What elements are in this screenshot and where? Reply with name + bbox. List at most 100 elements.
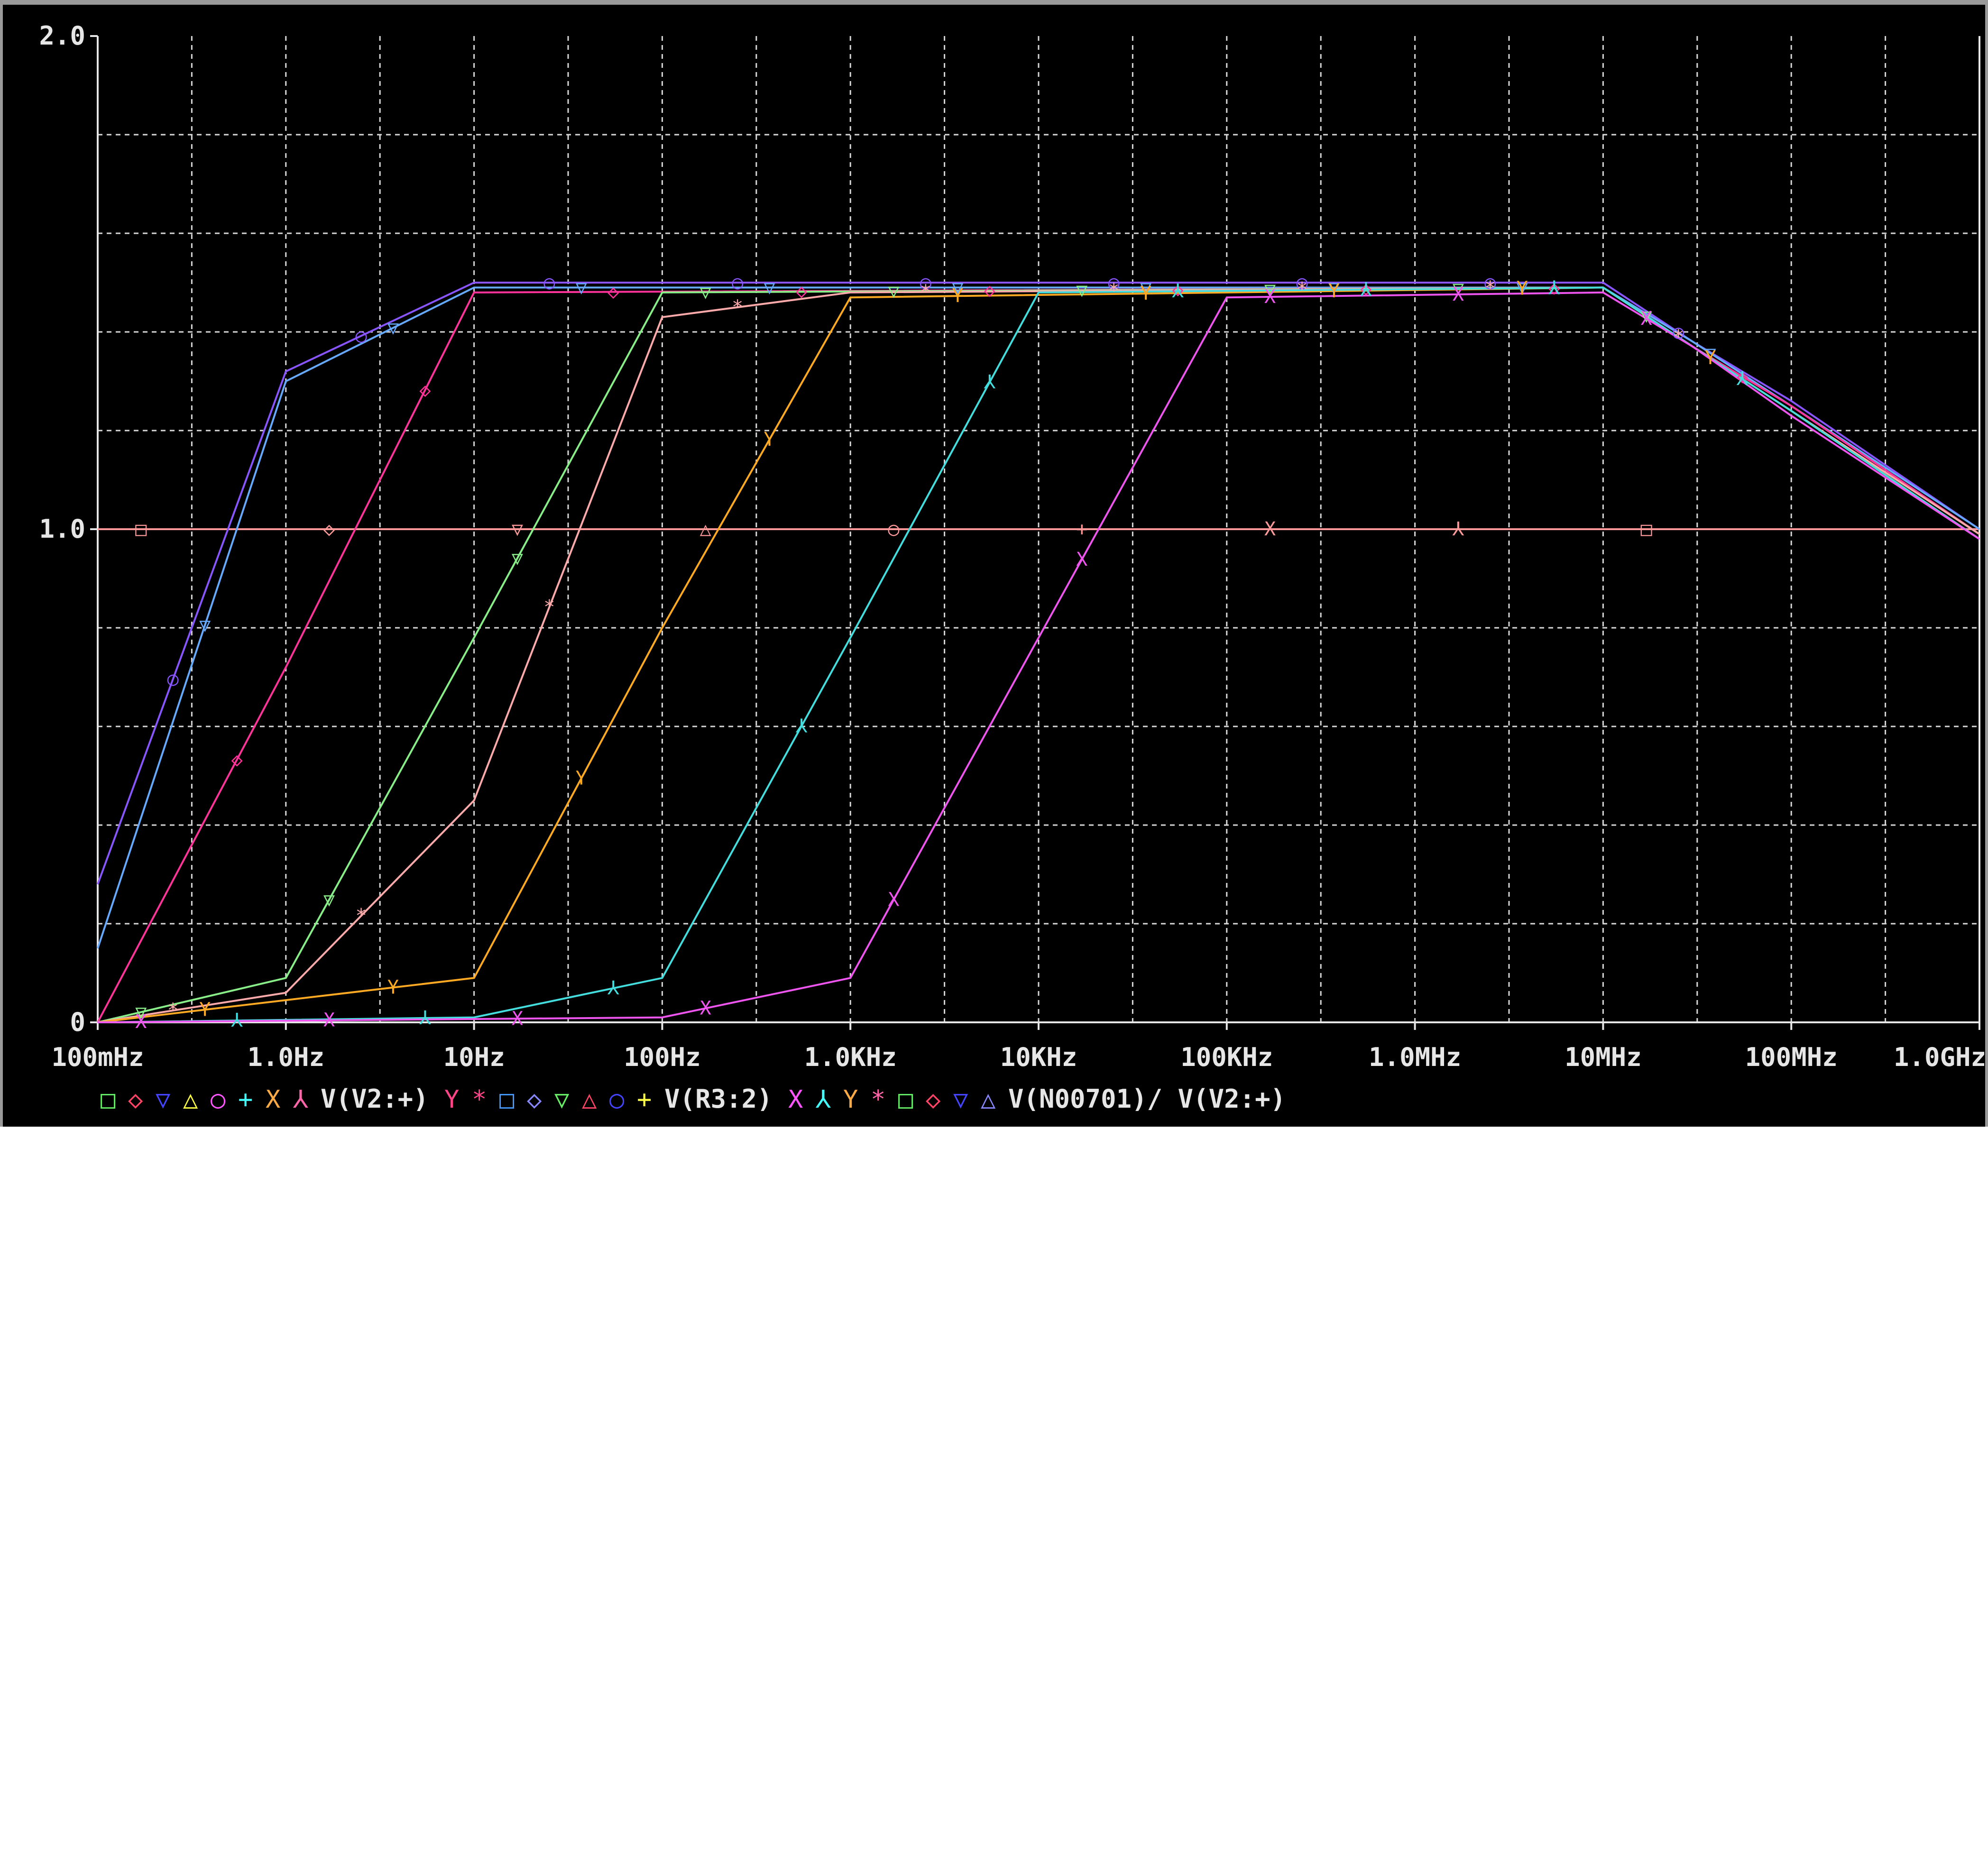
series-marker: ○	[1673, 321, 1684, 343]
series-marker: ◇	[231, 749, 243, 771]
legend-marker-symbol: Y	[444, 1085, 459, 1114]
series-marker: ○	[920, 272, 931, 294]
legend-marker-symbol: △	[183, 1085, 198, 1114]
legend-marker-symbol: +	[637, 1085, 652, 1114]
x-tick-label: 100Hz	[624, 1042, 701, 1072]
series-marker: ○	[732, 272, 743, 294]
legend-marker-symbol: ▽	[156, 1085, 171, 1114]
series-marker: ▽	[1641, 305, 1652, 327]
legend-marker-symbol: ⅄	[293, 1085, 308, 1114]
axes	[90, 35, 1980, 1030]
series-marker: Y	[199, 999, 211, 1020]
series-marker: ◇	[607, 281, 619, 303]
tick-labels: 100mHz 1.0Hz 10Hz 100Hz 1.0KHz 10KHz 100KHz 1.0…	[39, 21, 1986, 1072]
series-marker: ◇	[1737, 366, 1748, 387]
series-marker: ○	[355, 325, 367, 347]
series-marker: ◇	[1548, 277, 1560, 299]
legend: □ ◇ ▽ △ ○ + X ⅄ V(V2:+) Y * □ ◇ ▽ △ ○ + V(R3:2) X ⅄ Y * □ ◇ ▽ △ V(…	[101, 1084, 1286, 1114]
x-tick-label: 100MHz	[1745, 1042, 1838, 1072]
legend-marker-symbol: ▽	[554, 1085, 570, 1114]
series-marker: ⅄	[795, 715, 808, 737]
series-marker: ▽	[1328, 276, 1340, 298]
series-marker: X	[1264, 286, 1276, 308]
series-marker: ⅄	[1171, 280, 1184, 302]
series-marker: ▽	[387, 317, 399, 339]
series-trace	[97, 282, 1980, 885]
x-tick-label: 10MHz	[1565, 1042, 1642, 1072]
series-marker: *	[167, 1000, 179, 1021]
series-marker: □	[1641, 518, 1652, 540]
series-marker: X	[1076, 549, 1087, 570]
series-marker: ⅄	[607, 977, 619, 999]
series-marker: X	[888, 889, 899, 910]
x-tick-label: 1.0GHz	[1894, 1042, 1986, 1072]
series-marker: ○	[1108, 272, 1120, 294]
series-traces	[97, 282, 1980, 1023]
legend-marker-symbol: +	[238, 1085, 253, 1114]
series-trace	[97, 291, 1980, 1023]
series-marker: *	[543, 596, 555, 618]
series-marker: ⅄	[230, 1010, 243, 1031]
legend-marker-symbol: *	[472, 1085, 487, 1114]
series-marker: ▽	[1264, 278, 1276, 300]
y-tick-label: 1.0	[39, 514, 85, 544]
series-marker: Y	[764, 429, 775, 450]
series-marker: X	[135, 1011, 147, 1033]
x-tick-label: 1.0Hz	[248, 1042, 325, 1072]
series-marker: ⅄	[1360, 279, 1372, 301]
y-tick-label: 2.0	[39, 21, 85, 51]
y-tick-label: 0	[70, 1007, 85, 1037]
series-marker: ◇	[1172, 278, 1184, 300]
series-marker: *	[1673, 326, 1684, 348]
series-marker: ○	[888, 518, 899, 540]
series-marker: ○	[1484, 272, 1496, 294]
series-marker: X	[1641, 308, 1652, 330]
series-marker: ○	[1296, 272, 1307, 294]
series-marker: X	[700, 997, 711, 1019]
series-marker: ▽	[1705, 342, 1716, 364]
legend-marker-symbol: ▽	[953, 1085, 968, 1114]
x-tick-label: 10Hz	[443, 1042, 505, 1072]
series-marker: Y	[952, 285, 963, 307]
series-marker: *	[1296, 279, 1307, 301]
series-marker: ⅄	[1548, 277, 1560, 299]
legend-marker-symbol: □	[499, 1085, 515, 1114]
x-tick-label: 1.0MHz	[1369, 1042, 1461, 1072]
legend-marker-symbol: X	[266, 1085, 280, 1114]
legend-marker-symbol: △	[582, 1085, 597, 1114]
probe-plot-window: □ ◇ ▽ △ ○ + X ⅄ □ ○ ○ ○ ○ ○ ○ ○ ○ ○ ▽ ▽ ▽ ▽ ▽ ▽ ▽ ▽ ▽ ◇ ◇ ◇ ◇ ◇ ◇ ◇ ◇ ◇ ▽ ▽ ▽ ▽…	[0, 0, 1988, 1127]
series-marker: *	[355, 905, 367, 927]
series-marker: ▽	[199, 614, 211, 636]
series-marker: ▽	[512, 547, 523, 569]
series-marker: *	[1108, 280, 1120, 302]
series-marker: *	[732, 296, 743, 318]
series-marker: Y	[1705, 347, 1716, 369]
series-marker: ⅄	[419, 1007, 431, 1029]
series-marker: ▽	[764, 276, 775, 298]
series-marker: ⅄	[984, 371, 996, 393]
legend-expression: V(R3:2)	[664, 1084, 773, 1114]
legend-expression: V(N00701)/ V(V2:+)	[1008, 1084, 1286, 1114]
series-marker: X	[323, 1010, 335, 1031]
series-markers: □ ◇ ▽ △ ○ + X ⅄ □ ○ ○ ○ ○ ○ ○ ○ ○ ○ ▽ ▽ ▽ ▽ ▽ ▽ ▽ ▽ ▽ ◇ ◇ ◇ ◇ ◇ ◇ ◇ ◇ ◇ ▽ ▽ ▽ ▽…	[135, 272, 1749, 1033]
series-marker: +	[1076, 518, 1087, 540]
series-marker: ▽	[1076, 279, 1087, 301]
series-marker: ▽	[1453, 277, 1464, 299]
x-tick-label: 10KHz	[1000, 1042, 1077, 1072]
legend-expression: V(V2:+)	[321, 1084, 429, 1114]
legend-marker-symbol: X	[788, 1085, 803, 1114]
series-marker: ▽	[576, 276, 587, 298]
legend-marker-symbol: △	[981, 1085, 996, 1114]
series-marker: ◇	[419, 379, 431, 401]
series-marker: ◇	[984, 279, 995, 301]
grid	[98, 36, 1979, 1022]
series-marker: X	[1264, 518, 1276, 540]
legend-marker-symbol: *	[871, 1085, 885, 1114]
x-tick-label: 100KHz	[1180, 1042, 1273, 1072]
legend-marker-symbol: ◇	[926, 1085, 941, 1114]
series-trace	[97, 286, 1980, 1023]
plot-canvas: □ ◇ ▽ △ ○ + X ⅄ □ ○ ○ ○ ○ ○ ○ ○ ○ ○ ▽ ▽ ▽ ▽ ▽ ▽ ▽ ▽ ▽ ◇ ◇ ◇ ◇ ◇ ◇ ◇ ◇ ◇ ▽ ▽ ▽ ▽…	[39, 21, 1986, 1114]
series-marker: ▽	[952, 276, 963, 298]
legend-marker-symbol: Y	[843, 1085, 858, 1114]
series-marker: ◇	[796, 280, 807, 302]
